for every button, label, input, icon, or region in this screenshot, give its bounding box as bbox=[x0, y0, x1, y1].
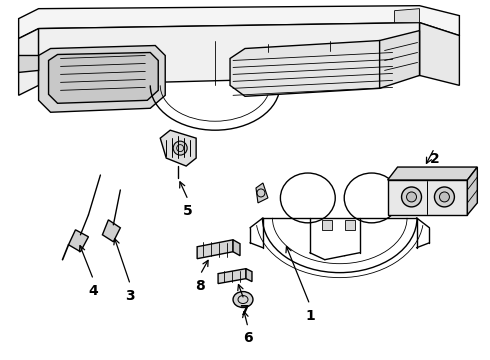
Ellipse shape bbox=[407, 192, 416, 202]
Polygon shape bbox=[19, 55, 39, 72]
Polygon shape bbox=[322, 220, 332, 230]
Ellipse shape bbox=[440, 192, 449, 202]
Text: 5: 5 bbox=[183, 204, 193, 218]
Ellipse shape bbox=[173, 141, 187, 155]
Polygon shape bbox=[467, 167, 477, 215]
Polygon shape bbox=[160, 130, 196, 166]
Polygon shape bbox=[345, 220, 355, 230]
Polygon shape bbox=[256, 183, 268, 203]
Text: 4: 4 bbox=[89, 284, 98, 298]
Text: 8: 8 bbox=[195, 279, 205, 293]
Polygon shape bbox=[388, 167, 477, 180]
Ellipse shape bbox=[401, 187, 421, 207]
Ellipse shape bbox=[435, 187, 454, 207]
Ellipse shape bbox=[233, 292, 253, 307]
Polygon shape bbox=[49, 53, 158, 103]
Text: 2: 2 bbox=[430, 152, 440, 166]
Text: 7: 7 bbox=[239, 303, 249, 318]
Polygon shape bbox=[102, 220, 121, 242]
Text: 3: 3 bbox=[125, 289, 135, 302]
Polygon shape bbox=[394, 9, 419, 23]
Polygon shape bbox=[419, 23, 460, 85]
Polygon shape bbox=[233, 240, 240, 256]
Polygon shape bbox=[19, 28, 39, 95]
Polygon shape bbox=[69, 230, 89, 252]
Polygon shape bbox=[230, 41, 394, 96]
Polygon shape bbox=[246, 269, 252, 282]
Polygon shape bbox=[380, 31, 419, 88]
Polygon shape bbox=[218, 269, 246, 284]
Polygon shape bbox=[197, 240, 233, 259]
Polygon shape bbox=[19, 6, 460, 39]
Text: 6: 6 bbox=[243, 332, 253, 345]
Polygon shape bbox=[39, 23, 419, 85]
Polygon shape bbox=[39, 45, 165, 112]
Text: 1: 1 bbox=[305, 309, 315, 323]
Polygon shape bbox=[388, 180, 467, 215]
